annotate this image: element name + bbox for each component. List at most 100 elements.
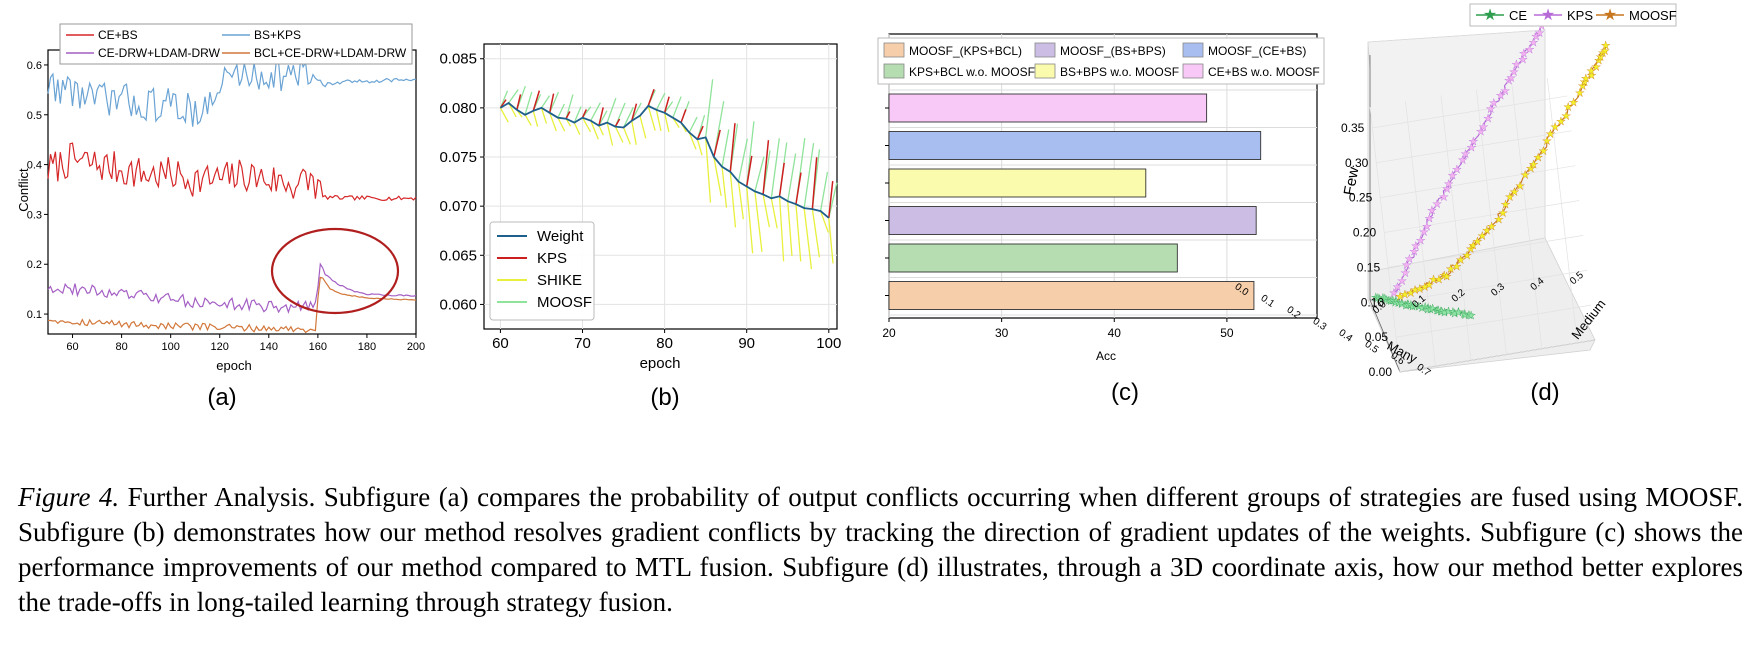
- marker-kps: ★: [1392, 281, 1402, 293]
- shike-gradient-line: [696, 139, 703, 156]
- marker-kps: ★: [1509, 66, 1519, 78]
- grid-line-y: [1405, 101, 1436, 367]
- panel-c-xlabel: Acc: [1096, 349, 1116, 363]
- kps-gradient-line: [647, 88, 655, 107]
- marker-kps: ★: [1432, 198, 1442, 210]
- legend-label-bs-bps-wo: BS+BPS w.o. MOOSF: [1060, 65, 1179, 79]
- kps-gradient-line: [713, 129, 721, 158]
- panel-a-highlight-ellipse: [270, 227, 400, 315]
- x-tick-label: 40: [1108, 326, 1122, 340]
- shike-gradient-line: [787, 201, 793, 257]
- legend-label-weight: Weight: [537, 228, 584, 245]
- y-tick-label: 0.5: [27, 110, 42, 122]
- marker-moosf: ★: [1580, 77, 1590, 89]
- marker-moosf: ★: [1533, 152, 1543, 164]
- legend-label-kps-bcl-wo: KPS+BCL w.o. MOOSF: [909, 65, 1035, 79]
- marker-kps: ★: [1402, 259, 1412, 271]
- marker-ce: ★: [1408, 301, 1418, 313]
- marker-moosf: ★: [1477, 230, 1487, 242]
- legend-swatch-moosf-bs-bps: [1034, 42, 1056, 58]
- marker-ce: ★: [1432, 305, 1442, 317]
- shike-gradient-line: [614, 126, 624, 143]
- marker-moosf: ★: [1550, 121, 1560, 133]
- marker-moosf: ★: [1546, 128, 1556, 140]
- marker-moosf: ★: [1598, 47, 1608, 59]
- marker-moosf: ★: [1482, 225, 1492, 237]
- grid-line-z: [1380, 165, 1576, 199]
- marker-kps: ★: [1506, 72, 1516, 84]
- z-tick-label: 0.35: [1341, 121, 1365, 135]
- x-tick-label: 60: [66, 341, 78, 353]
- kps-gradient-line: [581, 109, 588, 119]
- shike-gradient-line: [639, 115, 647, 139]
- marker-moosf: ★: [1501, 199, 1511, 211]
- marker-ce: ★: [1391, 295, 1401, 307]
- marker-ce: ★: [1410, 300, 1420, 312]
- subfigure-label-a: (a): [207, 384, 236, 411]
- moosf-gradient-line: [508, 89, 519, 104]
- shike-gradient-line: [721, 166, 728, 208]
- marker-kps: ★: [1427, 205, 1437, 217]
- x-tick-label: 200: [407, 341, 425, 353]
- grid-line-y: [1476, 89, 1507, 355]
- marker-ce: ★: [1397, 299, 1407, 311]
- grid-line-z: [1399, 339, 1596, 373]
- y-tick-label: 0.070: [439, 198, 477, 215]
- panel-d-grid-outline: [1367, 29, 1546, 273]
- marker-moosf: ★: [1446, 264, 1456, 276]
- marker-ce: ★: [1436, 306, 1446, 318]
- marker-moosf: ★: [1424, 280, 1434, 292]
- marker-moosf: ★: [1410, 285, 1420, 297]
- series-line-bcl-ce-drw-ldam-drw: [47, 276, 417, 334]
- marker-kps: ★: [1444, 179, 1454, 191]
- kps-gradient-line: [745, 155, 753, 187]
- kps-gradient-line: [548, 93, 555, 113]
- moosf-gradient-line: [655, 92, 666, 111]
- marker-moosf: ★: [1578, 81, 1588, 93]
- legend-label-moosf-kps-bcl: MOOSF_(KPS+BCL): [909, 44, 1022, 58]
- figure-caption-label: Figure 4.: [18, 482, 120, 512]
- marker-ce: ★: [1459, 309, 1469, 321]
- shike-gradient-line: [647, 105, 656, 131]
- marker-kps: ★: [1389, 288, 1399, 300]
- legend-star-moosf: ★: [1603, 7, 1617, 24]
- x-tick-label: 70: [574, 335, 591, 352]
- marker-kps: ★: [1461, 148, 1471, 160]
- panel-d-3d-scatter: ★★★★★★★★★★★★★★★★★★★★★★★★★★★★★★★★★★★★★★★★…: [1233, 3, 1677, 406]
- marker-ce: ★: [1433, 305, 1443, 317]
- kps-gradient-line: [778, 162, 785, 197]
- panel-a-legend-box: [59, 23, 413, 65]
- marker-ce: ★: [1448, 307, 1458, 319]
- marker-ce: ★: [1464, 310, 1474, 322]
- marker-kps: ★: [1425, 213, 1435, 225]
- marker-ce: ★: [1420, 302, 1430, 314]
- marker-moosf: ★: [1561, 110, 1571, 122]
- shike-gradient-line: [746, 186, 754, 254]
- panel-a-line-chart: 60 80 100 120 140 160 180 200 0.1 0.2 0.3 0.4 0.5 0.6…: [16, 23, 425, 411]
- legend-label-bcl-ce-drw-ldam-drw: BCL+CE-DRW+LDAM-DRW: [254, 46, 407, 60]
- marker-ce: ★: [1380, 293, 1390, 305]
- shike-gradient-line: [778, 196, 785, 262]
- kps-gradient-line: [532, 90, 541, 112]
- marker-ce: ★: [1390, 297, 1400, 309]
- kps-gradient-line: [516, 94, 522, 111]
- marker-moosf: ★: [1538, 145, 1548, 157]
- x-tick-label: 60: [492, 335, 509, 352]
- marker-ce: ★: [1378, 292, 1388, 304]
- marker-ce: ★: [1388, 295, 1398, 307]
- marker-moosf: ★: [1596, 52, 1606, 64]
- kps-gradient-line: [762, 140, 770, 195]
- marker-kps: ★: [1397, 275, 1407, 287]
- series-line-bs-kps: [47, 57, 417, 127]
- legend-label-ce-bs: CE+BS: [98, 28, 138, 42]
- marker-moosf: ★: [1487, 221, 1497, 233]
- x-tick-label: 50: [1220, 326, 1234, 340]
- marker-moosf: ★: [1601, 40, 1611, 52]
- legend-label-moosf-ce-bs: MOOSF_(CE+BS): [1208, 44, 1306, 58]
- shike-gradient-line: [622, 127, 631, 145]
- panel-d-zlabel: Few: [1341, 166, 1363, 197]
- marker-ce: ★: [1454, 307, 1464, 319]
- shike-gradient-line: [524, 114, 532, 126]
- moosf-gradient-line: [606, 97, 617, 123]
- marker-kps: ★: [1419, 227, 1429, 239]
